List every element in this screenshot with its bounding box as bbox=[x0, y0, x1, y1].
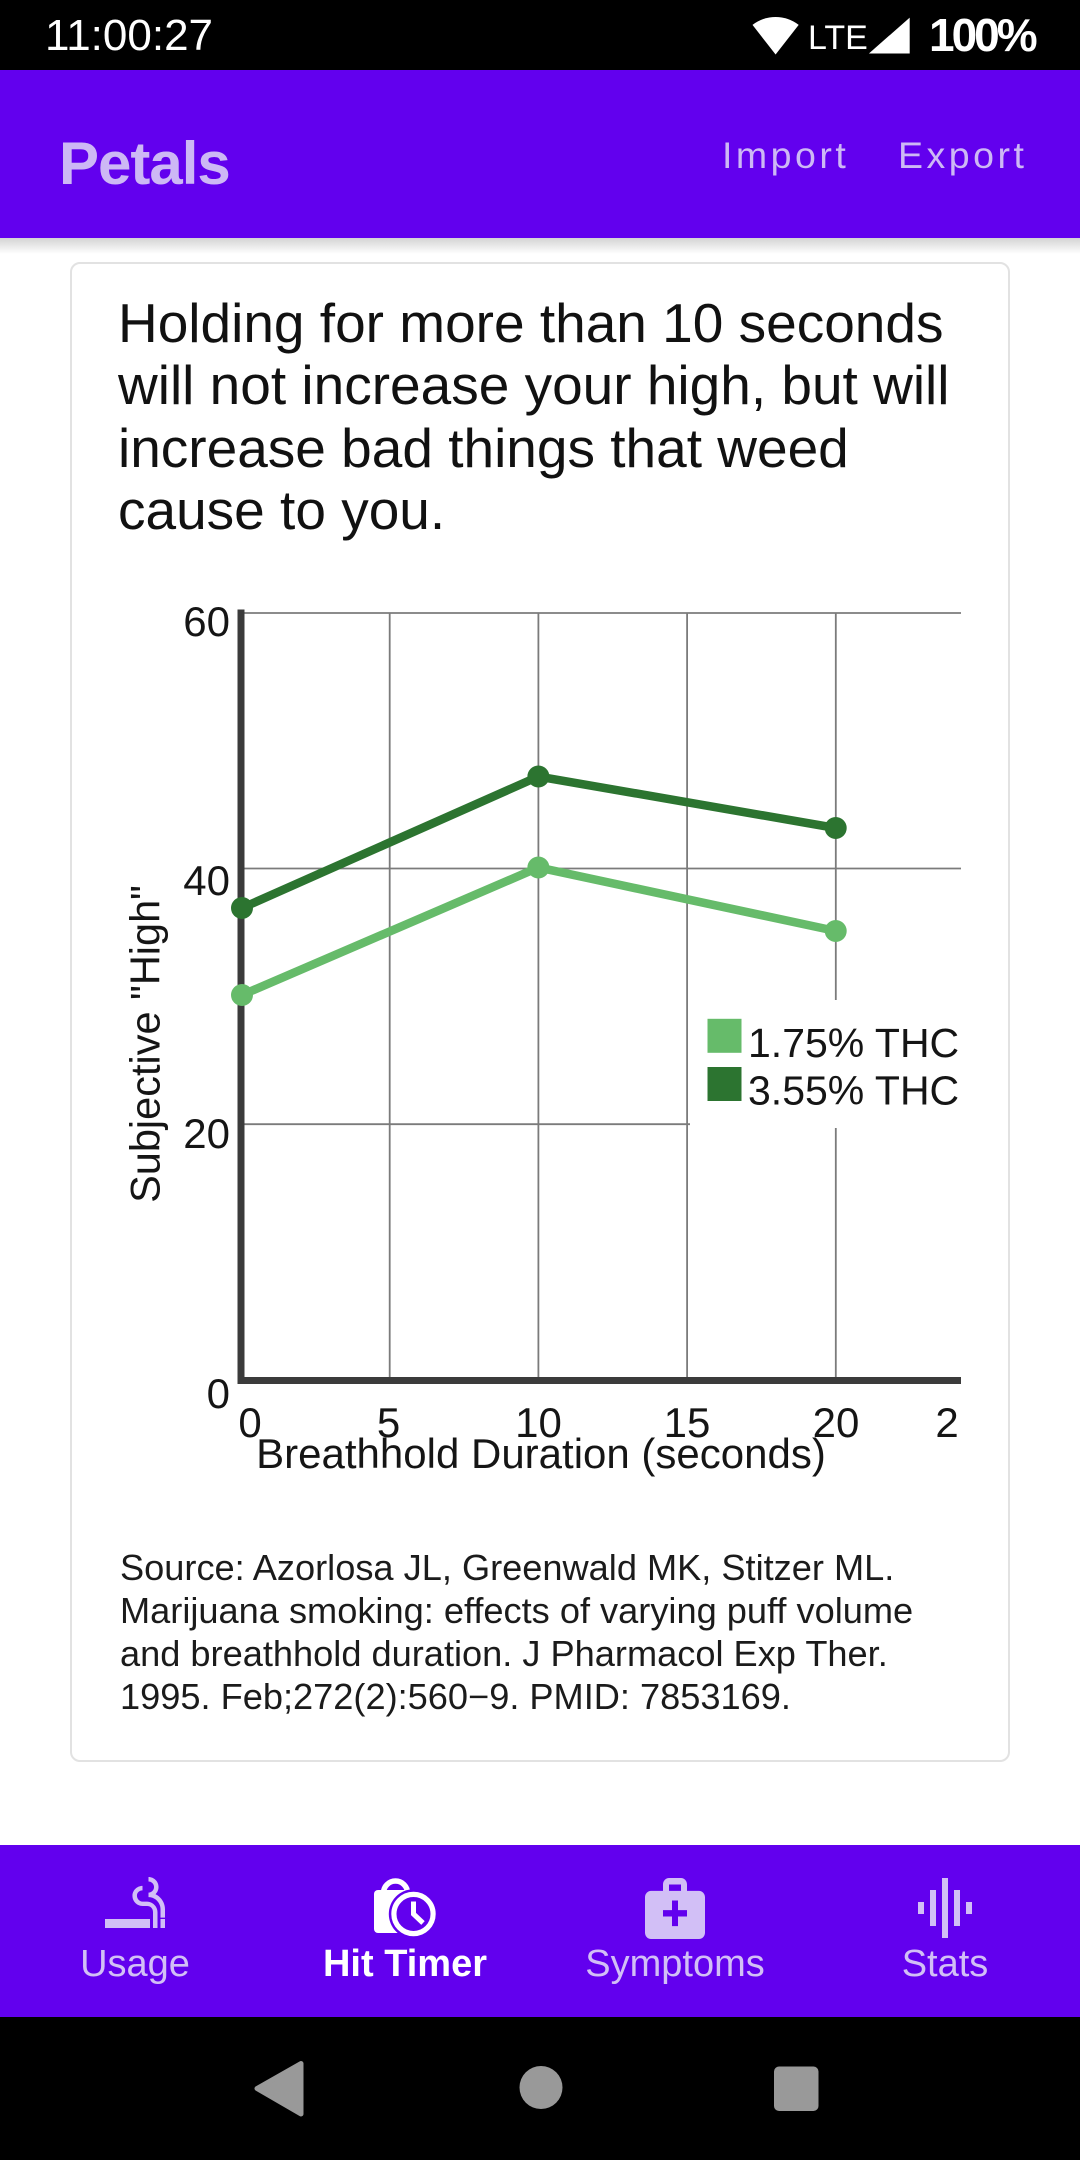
svg-text:Subjective "High": Subjective "High" bbox=[122, 885, 169, 1203]
svg-text:20: 20 bbox=[813, 1399, 860, 1446]
svg-text:0: 0 bbox=[207, 1370, 230, 1417]
svg-text:15: 15 bbox=[664, 1399, 711, 1446]
svg-text:40: 40 bbox=[183, 857, 230, 904]
svg-text:1.75% THC: 1.75% THC bbox=[748, 1020, 959, 1066]
svg-text:Breathhold Duration (seconds): Breathhold Duration (seconds) bbox=[256, 1430, 826, 1477]
svg-text:10: 10 bbox=[515, 1399, 562, 1446]
svg-text:2: 2 bbox=[935, 1399, 958, 1446]
svg-text:60: 60 bbox=[183, 598, 230, 645]
svg-text:3.55% THC: 3.55% THC bbox=[748, 1068, 959, 1114]
svg-text:5: 5 bbox=[377, 1399, 400, 1446]
svg-text:0: 0 bbox=[238, 1399, 261, 1446]
svg-text:20: 20 bbox=[183, 1110, 230, 1157]
